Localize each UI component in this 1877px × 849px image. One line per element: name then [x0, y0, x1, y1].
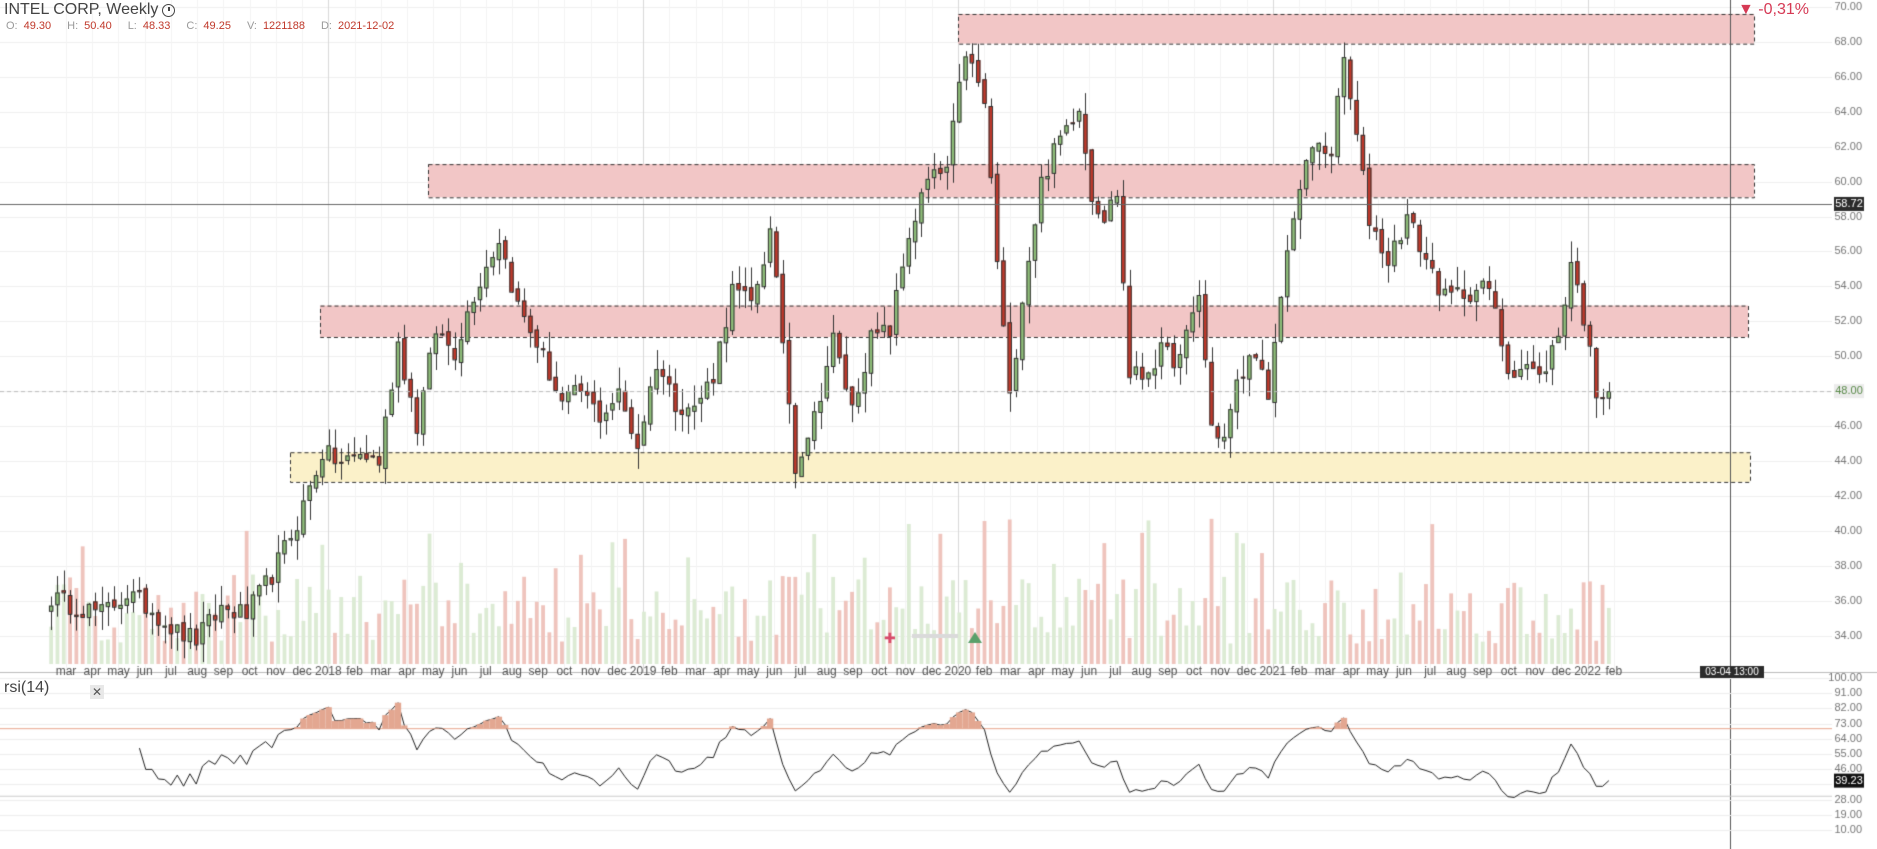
- open-key: O:: [6, 20, 18, 32]
- ohlc-readout: O: 49.30 H: 50.40 L: 48.33 C: 49.25 V: 122118…: [6, 20, 404, 32]
- close-key: C:: [186, 20, 198, 32]
- rsi-title: rsi(14): [4, 679, 50, 696]
- date-key: D:: [320, 20, 332, 32]
- open-value: 49.30: [23, 20, 52, 32]
- date-value: 2021-12-02: [337, 20, 395, 32]
- chart-title: INTEL CORP, Weekly: [4, 0, 176, 20]
- close-value: 49.25: [203, 20, 231, 32]
- clock-icon[interactable]: [162, 3, 176, 17]
- low-key: L:: [127, 20, 137, 32]
- high-key: H:: [67, 20, 79, 32]
- volume-value: 1221188: [262, 20, 305, 32]
- high-value: 50.40: [84, 20, 112, 32]
- change-percent: ▼ -0,31%: [1738, 1, 1809, 18]
- chart-title-text: INTEL CORP, Weekly: [4, 1, 159, 18]
- low-value: 48.33: [142, 20, 171, 32]
- volume-key: V:: [246, 20, 257, 32]
- close-icon[interactable]: ✕: [90, 685, 104, 699]
